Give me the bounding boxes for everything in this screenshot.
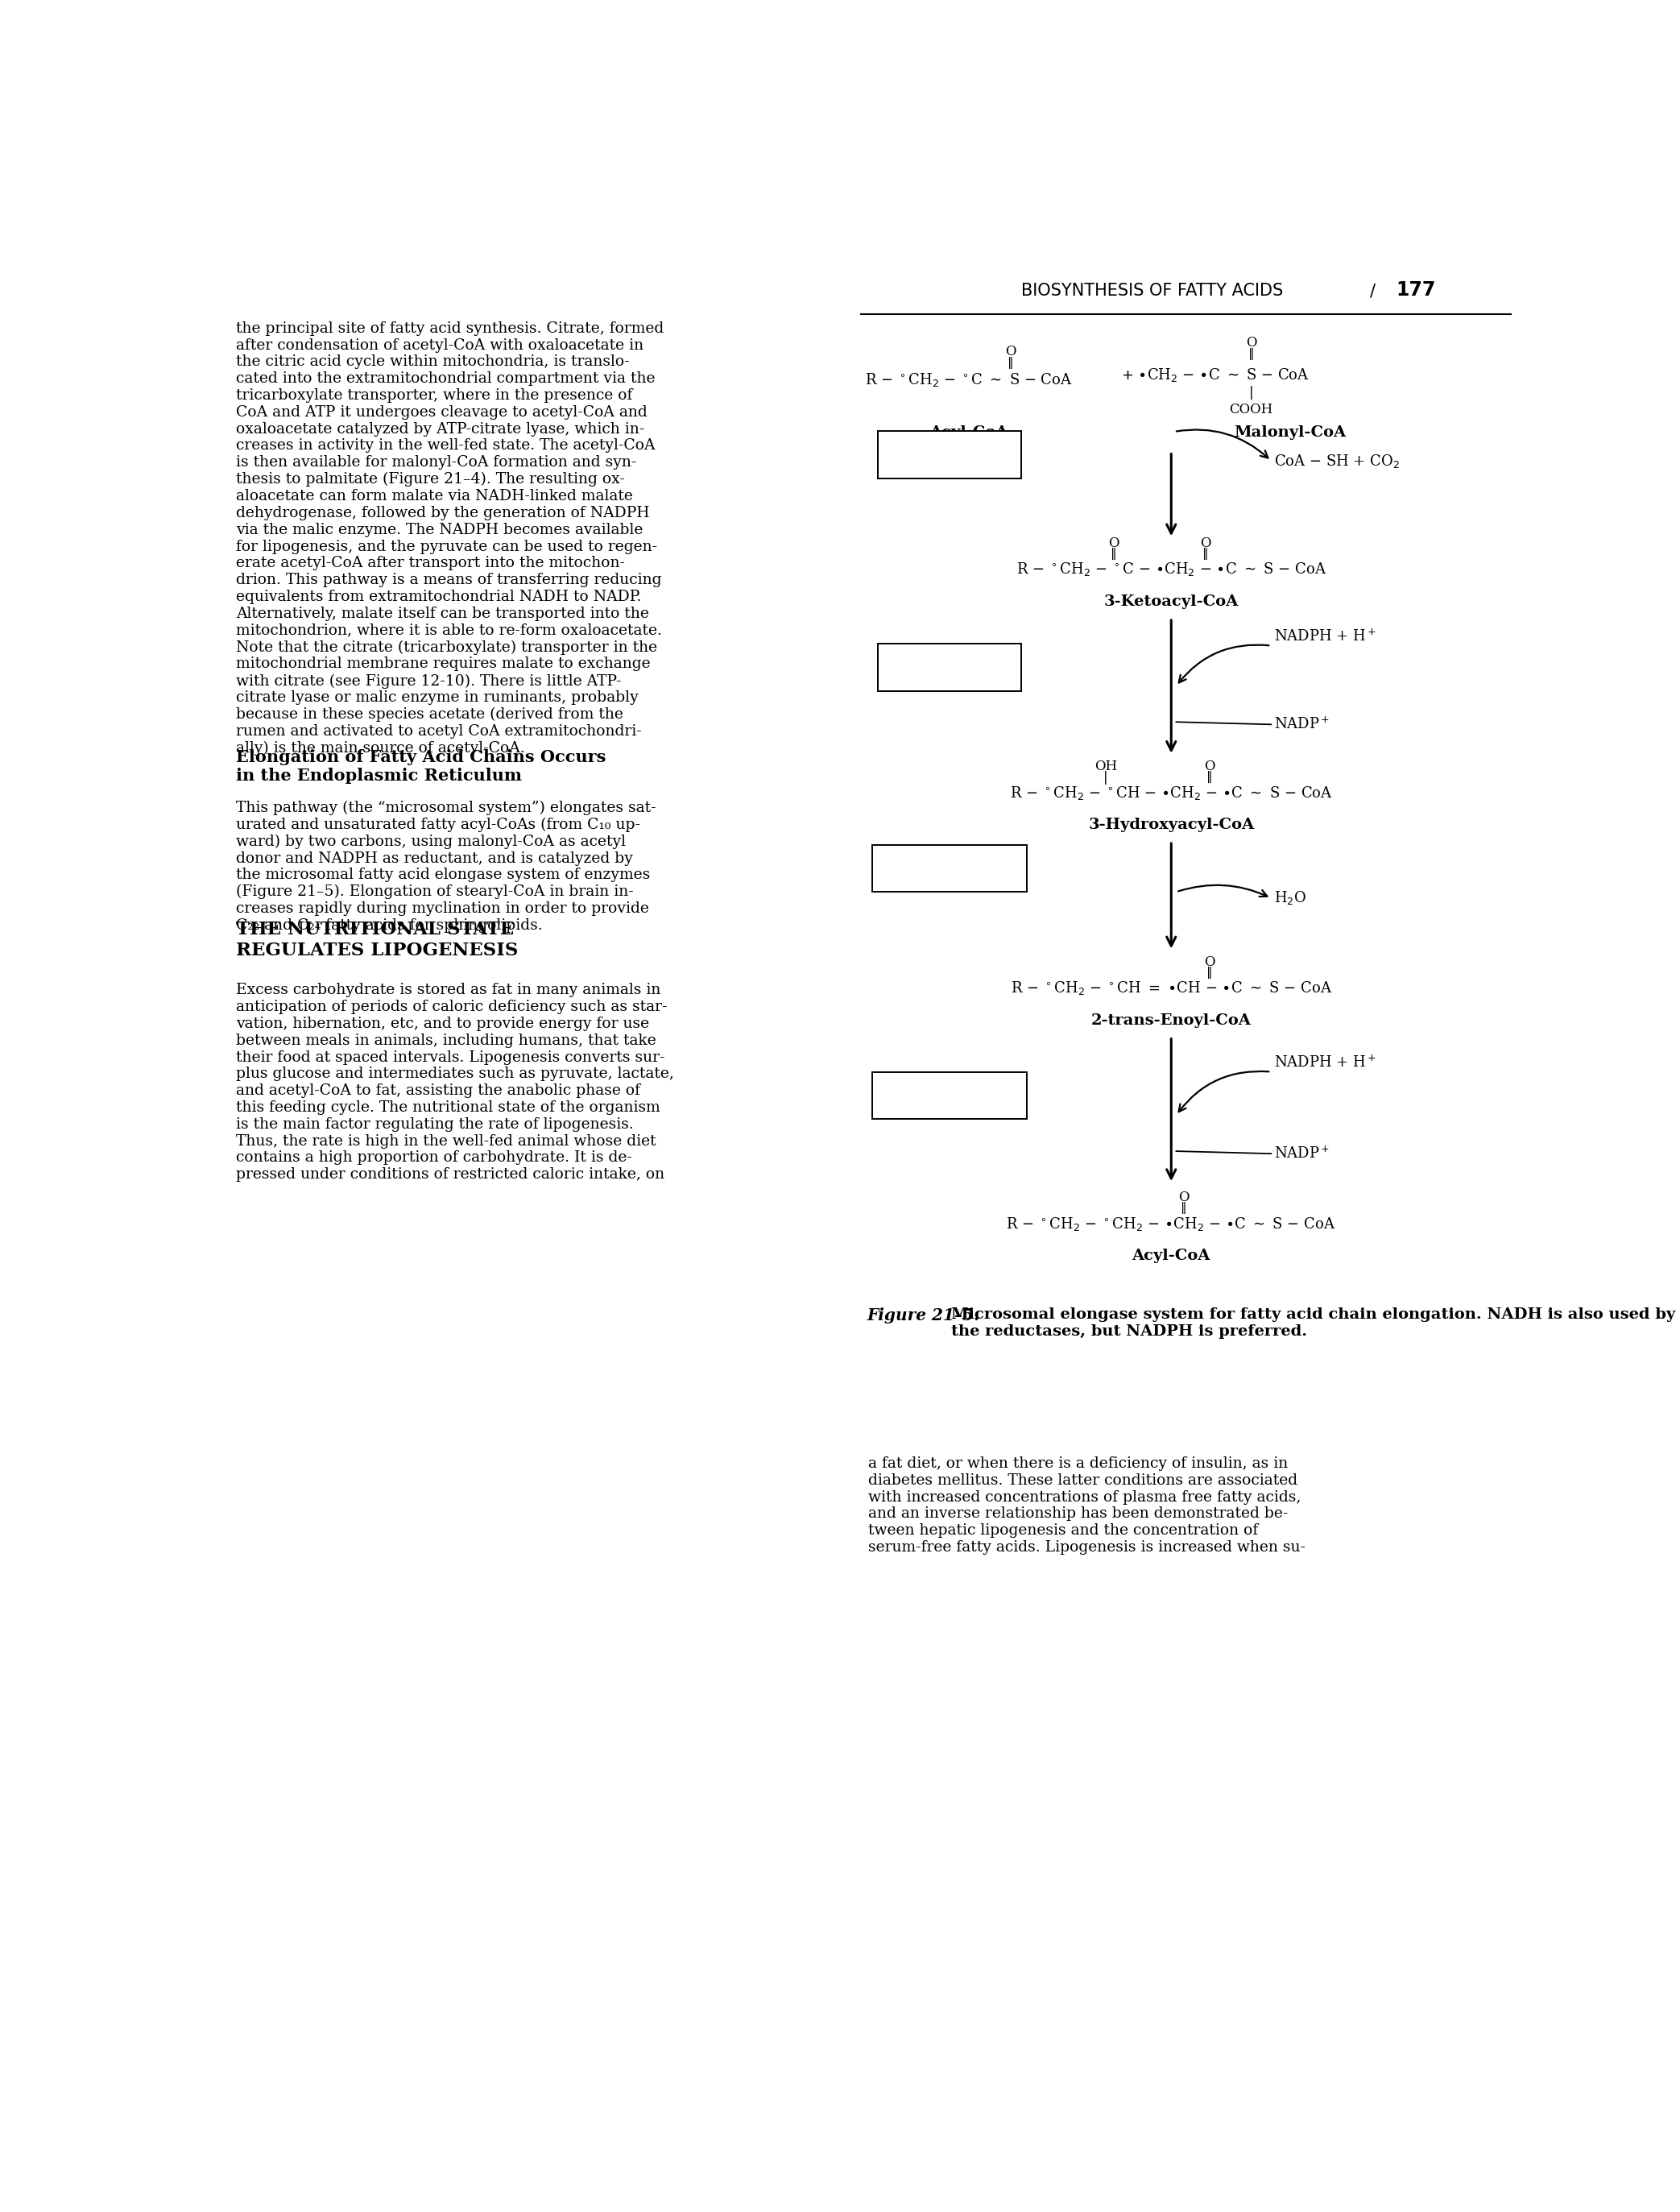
Text: 3-Ketoacyl-CoA: 3-Ketoacyl-CoA <box>1104 595 1238 608</box>
Text: R $-$ $^\circ$CH$_2$ $-$ $^\circ$CH $-$ $\bullet$CH$_2$ $-$ $\bullet$C $\sim$ S : R $-$ $^\circ$CH$_2$ $-$ $^\circ$CH $-$ … <box>1010 785 1332 801</box>
Text: DEHYDRASE: DEHYDRASE <box>914 872 986 883</box>
Text: O: O <box>1109 538 1119 551</box>
Bar <box>879 431 1021 478</box>
Text: BIOSYNTHESIS OF FATTY ACIDS: BIOSYNTHESIS OF FATTY ACIDS <box>1021 283 1284 299</box>
Text: Malonyl-CoA: Malonyl-CoA <box>1233 425 1346 440</box>
Text: R $-$ $^\circ$CH$_2$ $-$ $^\circ$C $\sim$ S $-$ CoA: R $-$ $^\circ$CH$_2$ $-$ $^\circ$C $\sim… <box>865 372 1072 389</box>
Text: R $-$ $^\circ$CH$_2$ $-$ $^\circ$C $-$ $\bullet$CH$_2$ $-$ $\bullet$C $\sim$ S $: R $-$ $^\circ$CH$_2$ $-$ $^\circ$C $-$ $… <box>1016 562 1326 577</box>
Text: Acyl-CoA: Acyl-CoA <box>1132 1250 1210 1263</box>
Text: REDUCTASE: REDUCTASE <box>914 670 984 684</box>
Text: NADPH + H$^+$: NADPH + H$^+$ <box>1273 1055 1376 1071</box>
Text: Excess carbohydrate is stored as fat in many animals in
anticipation of periods : Excess carbohydrate is stored as fat in … <box>237 982 674 1181</box>
Text: /: / <box>1369 283 1376 299</box>
Text: 3-KETOACYL-CoA: 3-KETOACYL-CoA <box>899 440 1000 451</box>
Text: Elongation of Fatty Acid Chains Occurs
in the Endoplasmic Reticulum: Elongation of Fatty Acid Chains Occurs i… <box>237 750 606 783</box>
Text: COOH: COOH <box>1230 403 1273 416</box>
Text: NADP$^+$: NADP$^+$ <box>1273 1146 1331 1161</box>
Text: O: O <box>1205 956 1215 969</box>
Text: O: O <box>1200 538 1211 551</box>
Text: ‖: ‖ <box>1203 549 1208 560</box>
Text: ‖: ‖ <box>1008 356 1013 369</box>
Text: 3-HYDROXYACYL-CoA: 3-HYDROXYACYL-CoA <box>887 854 1011 865</box>
Text: NADPH + H$^+$: NADPH + H$^+$ <box>1273 628 1376 644</box>
Text: O: O <box>1178 1190 1189 1206</box>
Text: CoA $-$ SH + CO$_2$: CoA $-$ SH + CO$_2$ <box>1273 453 1399 469</box>
Text: NADP$^+$: NADP$^+$ <box>1273 717 1331 732</box>
Text: OH: OH <box>1094 759 1117 774</box>
Text: ‖: ‖ <box>1181 1201 1186 1214</box>
Text: a fat diet, or when there is a deficiency of insulin, as in
diabetes mellitus. T: a fat diet, or when there is a deficienc… <box>869 1455 1305 1555</box>
Text: 177: 177 <box>1396 281 1436 299</box>
Text: ‖: ‖ <box>1206 967 1213 978</box>
Text: 2-trans-ENOYL-CoA: 2-trans-ENOYL-CoA <box>894 1079 1006 1093</box>
Text: R $-$ $^\circ$CH$_2$ $-$ $^\circ$CH $=$ $\bullet$CH $-$ $\bullet$C $\sim$ S $-$ : R $-$ $^\circ$CH$_2$ $-$ $^\circ$CH $=$ … <box>1010 980 1332 995</box>
Text: |: | <box>1104 772 1107 785</box>
Text: $+$ $\bullet$CH$_2$ $-$ $\bullet$C $\sim$ S $-$ CoA: $+$ $\bullet$CH$_2$ $-$ $\bullet$C $\sim… <box>1121 367 1310 383</box>
Text: R $-$ $^\circ$CH$_2$ $-$ $^\circ$CH$_2$ $-$ $\bullet$CH$_2$ $-$ $\bullet$C $\sim: R $-$ $^\circ$CH$_2$ $-$ $^\circ$CH$_2$ … <box>1006 1214 1336 1232</box>
Bar <box>872 1073 1026 1119</box>
Text: O: O <box>1245 336 1257 349</box>
Text: ‖: ‖ <box>1110 549 1117 560</box>
Text: O: O <box>1005 345 1016 358</box>
Bar <box>872 845 1026 891</box>
Text: O: O <box>1205 759 1215 774</box>
Text: 3-KETOACYL-CoA: 3-KETOACYL-CoA <box>899 653 1000 664</box>
Text: Microsomal elongase system for fatty acid chain elongation. NADH is also used by: Microsomal elongase system for fatty aci… <box>951 1307 1675 1338</box>
Text: THE NUTRITIONAL STATE
REGULATES LIPOGENESIS: THE NUTRITIONAL STATE REGULATES LIPOGENE… <box>237 920 519 960</box>
Text: This pathway (the “microsomal system”) elongates sat-
urated and unsaturated fat: This pathway (the “microsomal system”) e… <box>237 801 657 933</box>
Text: 2-trans-Enoyl-CoA: 2-trans-Enoyl-CoA <box>1090 1013 1252 1029</box>
Text: SYNTHASE: SYNTHASE <box>919 458 981 469</box>
Text: |: | <box>1248 385 1253 400</box>
Text: ‖: ‖ <box>1248 347 1255 361</box>
Text: ‖: ‖ <box>1206 772 1213 783</box>
Text: REDUCTASE: REDUCTASE <box>914 1099 984 1110</box>
Text: the principal site of fatty acid synthesis. Citrate, formed
after condensation o: the principal site of fatty acid synthes… <box>237 321 664 757</box>
Text: Figure 21–5.: Figure 21–5. <box>867 1307 996 1323</box>
Text: H$_2$O: H$_2$O <box>1273 889 1307 907</box>
Bar <box>879 644 1021 690</box>
Text: 3-Hydroxyacyl-CoA: 3-Hydroxyacyl-CoA <box>1089 818 1255 832</box>
Text: Acyl-CoA: Acyl-CoA <box>929 425 1008 440</box>
